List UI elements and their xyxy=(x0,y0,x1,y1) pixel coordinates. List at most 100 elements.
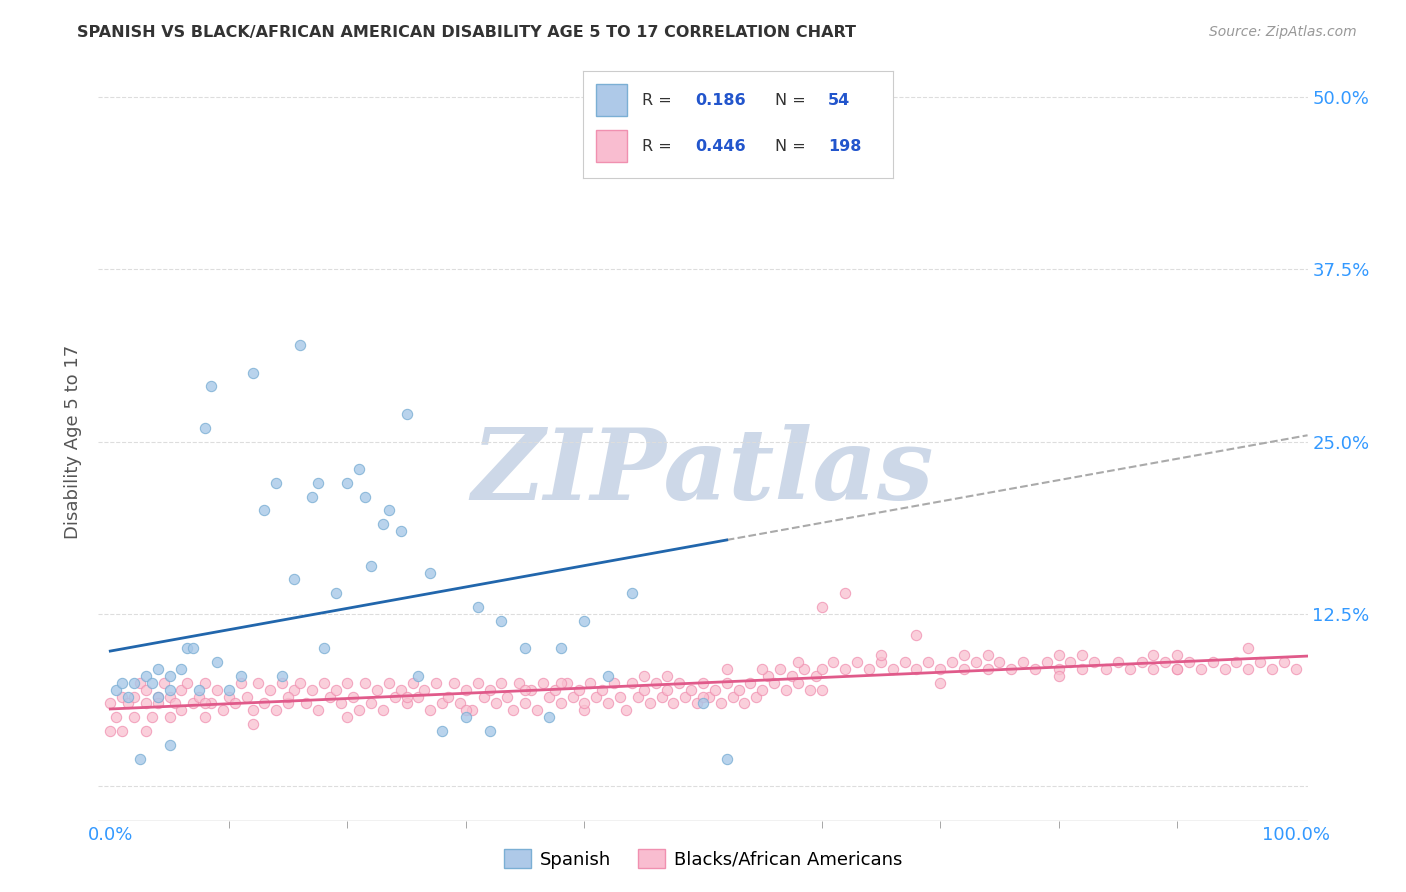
Point xyxy=(307,703,329,717)
Point xyxy=(307,475,329,490)
Point xyxy=(159,682,181,697)
Point xyxy=(929,675,952,690)
Point xyxy=(105,682,128,697)
Point xyxy=(454,710,477,724)
Point xyxy=(378,503,401,517)
Point xyxy=(763,675,786,690)
Point xyxy=(692,697,714,711)
Point xyxy=(1237,641,1260,656)
Point xyxy=(478,682,501,697)
Point xyxy=(336,475,359,490)
Point xyxy=(965,655,987,669)
Point xyxy=(235,690,257,704)
Point xyxy=(710,697,733,711)
Point xyxy=(537,710,560,724)
Point xyxy=(135,697,157,711)
Point xyxy=(650,690,672,704)
Point xyxy=(141,710,163,724)
Point xyxy=(461,703,484,717)
Point xyxy=(1249,655,1271,669)
Point xyxy=(502,703,524,717)
Point xyxy=(159,669,181,683)
Point xyxy=(122,710,145,724)
Point xyxy=(419,566,441,580)
Point xyxy=(1178,655,1201,669)
Point xyxy=(673,690,696,704)
Point xyxy=(360,558,382,573)
Point xyxy=(384,690,406,704)
Point xyxy=(277,690,299,704)
Point xyxy=(271,675,294,690)
Point xyxy=(229,669,252,683)
Point xyxy=(1024,662,1046,676)
Point xyxy=(1154,655,1177,669)
Point xyxy=(371,517,394,532)
Point xyxy=(756,669,779,683)
Point xyxy=(413,682,436,697)
Point xyxy=(478,724,501,739)
Point xyxy=(484,697,506,711)
Point xyxy=(129,675,152,690)
Point xyxy=(152,675,174,690)
Point xyxy=(170,682,193,697)
Point xyxy=(111,690,134,704)
Point xyxy=(941,655,963,669)
Point xyxy=(1059,655,1081,669)
Point xyxy=(212,703,235,717)
Text: R =: R = xyxy=(643,93,678,108)
Point xyxy=(703,682,725,697)
FancyBboxPatch shape xyxy=(596,84,627,116)
Point xyxy=(146,697,169,711)
Point xyxy=(1036,655,1059,669)
Point xyxy=(122,690,145,704)
Point xyxy=(181,697,204,711)
Point xyxy=(312,641,335,656)
Point xyxy=(472,690,495,704)
Point xyxy=(574,697,596,711)
Legend: Spanish, Blacks/African Americans: Spanish, Blacks/African Americans xyxy=(496,842,910,876)
Point xyxy=(378,675,401,690)
Point xyxy=(905,662,928,676)
Point xyxy=(520,682,543,697)
Point xyxy=(432,697,454,711)
Point xyxy=(264,475,287,490)
Point xyxy=(917,655,939,669)
Point xyxy=(371,703,394,717)
Point xyxy=(531,675,554,690)
Point xyxy=(627,690,650,704)
Point xyxy=(336,710,359,724)
Point xyxy=(117,690,139,704)
Point xyxy=(117,697,139,711)
Point xyxy=(129,751,152,765)
Point xyxy=(1166,662,1188,676)
Text: 54: 54 xyxy=(828,93,851,108)
Point xyxy=(288,338,311,352)
Point xyxy=(229,675,252,690)
Point xyxy=(1189,662,1212,676)
Point xyxy=(716,751,738,765)
Point xyxy=(657,669,679,683)
Point xyxy=(692,690,714,704)
Point xyxy=(194,675,217,690)
Point xyxy=(408,690,430,704)
Point xyxy=(804,669,827,683)
Point xyxy=(686,697,709,711)
Point xyxy=(354,675,377,690)
Point xyxy=(893,655,915,669)
Point xyxy=(454,703,477,717)
Point xyxy=(389,524,412,538)
Point xyxy=(526,703,548,717)
Point xyxy=(550,675,572,690)
Point xyxy=(727,682,749,697)
Point xyxy=(1119,662,1142,676)
Point xyxy=(515,682,537,697)
Point xyxy=(668,675,690,690)
Point xyxy=(354,490,377,504)
Text: 0.186: 0.186 xyxy=(695,93,745,108)
Point xyxy=(550,641,572,656)
Point xyxy=(301,490,323,504)
Point xyxy=(1166,662,1188,676)
Point xyxy=(1142,662,1164,676)
Point xyxy=(277,697,299,711)
Point xyxy=(598,669,620,683)
